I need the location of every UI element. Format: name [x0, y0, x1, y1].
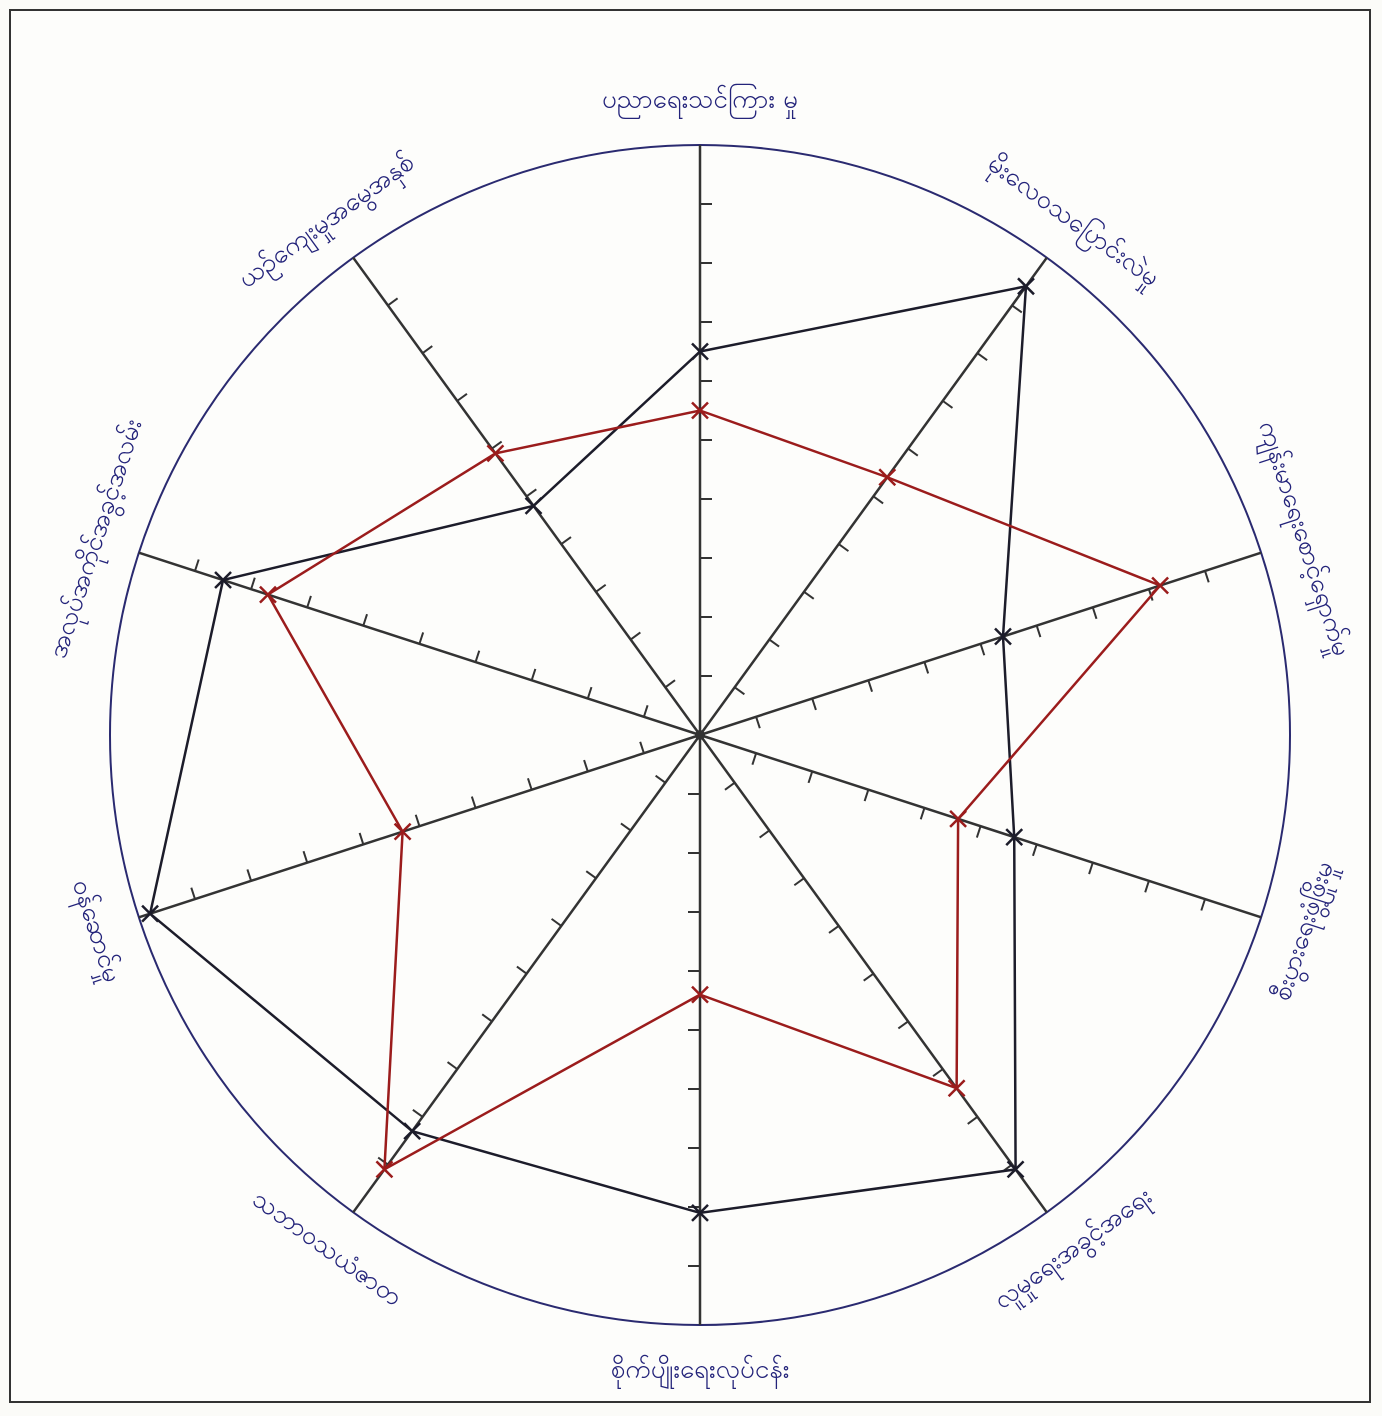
axis-label: စိုက်ပျိုးရေးလုပ်ငန်း	[611, 1354, 790, 1390]
chart: ပညာရေးသင်ကြား မှုမိုးလေဝသပြောင်းလဲမှုကျန…	[0, 0, 1382, 1416]
axis-label: ပညာရေးသင်ကြား မှု	[602, 82, 798, 120]
frame	[10, 10, 1370, 1402]
center	[695, 730, 705, 740]
